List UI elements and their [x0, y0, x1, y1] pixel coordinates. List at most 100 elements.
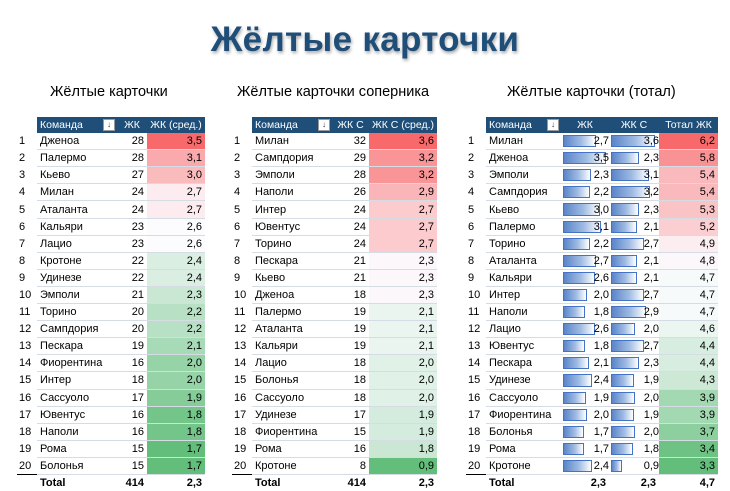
rank-cell: 3: [234, 169, 241, 182]
ycs-bar-cell: 2,1: [609, 252, 659, 270]
total-cell: 3,9: [659, 406, 718, 424]
yc-bar-cell: 2,3: [561, 166, 609, 185]
data-bar: [611, 374, 635, 387]
rank-cell: 8: [468, 254, 475, 267]
yc-cell: 24: [332, 235, 369, 253]
yc-cell: 22: [117, 269, 147, 287]
total-cell: 5,3: [659, 200, 718, 219]
avg-cell: 2,7: [147, 200, 205, 219]
yc-cell: 24: [332, 200, 369, 219]
team-cell: Палермо: [252, 303, 332, 322]
table-row: 1 Дженоа 28 3,5: [17, 133, 205, 151]
ycs-bar-cell: 2,0: [609, 320, 659, 339]
team-cell: Сампдория: [486, 183, 561, 202]
yc-bar-cell-value: 2,6: [593, 323, 609, 336]
yc-cell: 24: [332, 218, 369, 236]
avg-cell: 2,0: [147, 371, 205, 390]
team-cell: Интер: [486, 286, 561, 305]
ycs-bar-cell-value: 1,8: [643, 442, 659, 455]
yc-bar-cell-value: 2,3: [593, 169, 609, 182]
yc-cell: 15: [117, 440, 147, 458]
yc-cell: 15: [332, 423, 369, 441]
total-cell: 4,7: [659, 269, 718, 287]
yc-bar-cell: 1,7: [561, 423, 609, 441]
yc-bar-cell: 2,6: [561, 269, 609, 287]
avg-cell: 2,0: [369, 354, 437, 373]
column-header-team[interactable]: Команда ↓: [252, 117, 332, 134]
column-header-yc[interactable]: ЖК: [117, 117, 147, 134]
column-header-yc[interactable]: ЖК С: [332, 117, 369, 134]
team-cell: Лацио: [486, 320, 561, 339]
team-cell: Торино: [37, 303, 117, 322]
yc-cell: 26: [332, 183, 369, 202]
yellow-cards-table: Команда ↓ ЖК ЖК (сред.) 1 Дженоа 28 3,5 2 Пале…: [17, 117, 205, 491]
rank-cell: 19: [19, 442, 32, 455]
rank-cell: 20: [468, 459, 481, 472]
table-row: 9 Кальяри 2,6 2,1 4,7: [466, 269, 718, 287]
avg-cell: 1,9: [369, 406, 437, 424]
team-cell: Рома: [37, 440, 117, 458]
filter-sort-icon[interactable]: ↓: [547, 119, 559, 131]
table-row: 14 Фиорентина 16 2,0: [17, 354, 205, 373]
ycs-bar-cell-value: 2,3: [643, 203, 659, 216]
yc-cell: 16: [117, 354, 147, 373]
panel-title-total-yellow-cards: Жёлтые карточки (тотал): [507, 84, 676, 100]
table-row: 15 Интер 18 2,0: [17, 371, 205, 390]
team-cell: Удинезе: [252, 406, 332, 424]
data-bar: [611, 203, 640, 216]
table-row: 16 Сассуоло 17 1,9: [17, 389, 205, 407]
table-row: 5 Интер 24 2,7: [232, 200, 437, 219]
table-row: 4 Сампдория 2,2 3,2 5,4: [466, 183, 718, 202]
total-yc: 414: [332, 473, 369, 491]
filter-sort-icon[interactable]: ↓: [103, 119, 115, 131]
rank-cell: 4: [234, 186, 241, 199]
column-header-avg[interactable]: ЖК С (сред.): [369, 117, 437, 134]
team-cell: Болонья: [252, 371, 332, 390]
table-row: 4 Наполи 26 2,9: [232, 183, 437, 202]
column-header-team[interactable]: Команда ↓: [37, 117, 117, 134]
avg-cell: 3,0: [147, 166, 205, 185]
avg-cell: 3,6: [369, 133, 437, 151]
table-row: 14 Пескара 2,1 2,3 4,4: [466, 354, 718, 373]
rank-cell: 3: [19, 169, 26, 182]
data-bar: [563, 442, 584, 455]
table-row: 5 Кьево 3,0 2,3 5,3: [466, 200, 718, 219]
team-cell: Торино: [486, 235, 561, 253]
table-row: 11 Торино 20 2,2: [17, 303, 205, 322]
ycs-bar-cell-value: 2,1: [643, 220, 659, 233]
team-cell: Кротоне: [252, 457, 332, 475]
column-header-total[interactable]: Тотал ЖК: [659, 117, 718, 134]
avg-cell: 1,7: [147, 440, 205, 458]
table-row: 10 Эмполи 21 2,3: [17, 286, 205, 305]
rank-cell: 15: [19, 374, 32, 387]
table-row: 17 Удинезе 17 1,9: [232, 406, 437, 424]
team-cell: Аталанта: [37, 200, 117, 219]
team-cell: Фиорентина: [252, 423, 332, 441]
data-bar: [563, 323, 595, 336]
table-row: 11 Наполи 1,8 2,9 4,7: [466, 303, 718, 322]
data-bar: [563, 408, 588, 421]
team-cell: Дженоа: [486, 149, 561, 168]
ycs-bar-cell: 3,2: [609, 183, 659, 202]
yc-bar-cell: 2,4: [561, 371, 609, 390]
yc-bar-cell: 2,0: [561, 286, 609, 305]
yc-cell: 18: [332, 371, 369, 390]
team-cell: Пескара: [37, 337, 117, 356]
team-cell: Сассуоло: [486, 389, 561, 407]
column-header-ycs[interactable]: ЖК С: [609, 117, 659, 134]
yc-cell: 28: [117, 149, 147, 168]
yc-bar-cell-value: 3,5: [593, 152, 609, 165]
yc-bar-cell-value: 2,0: [593, 288, 609, 301]
avg-cell: 2,3: [369, 286, 437, 305]
team-cell: Дженоа: [252, 286, 332, 305]
avg-cell: 2,2: [147, 303, 205, 322]
filter-sort-icon[interactable]: ↓: [318, 119, 330, 131]
avg-cell: 2,3: [369, 252, 437, 270]
column-header-yc[interactable]: ЖК: [561, 117, 609, 134]
column-header-team[interactable]: Команда ↓: [486, 117, 561, 134]
data-bar: [563, 425, 584, 438]
yc-bar-cell: 1,8: [561, 337, 609, 356]
column-header-avg[interactable]: ЖК (сред.): [147, 117, 205, 134]
table-row: 2 Сампдория 29 3,2: [232, 149, 437, 168]
total-cell: 4,4: [659, 354, 718, 373]
